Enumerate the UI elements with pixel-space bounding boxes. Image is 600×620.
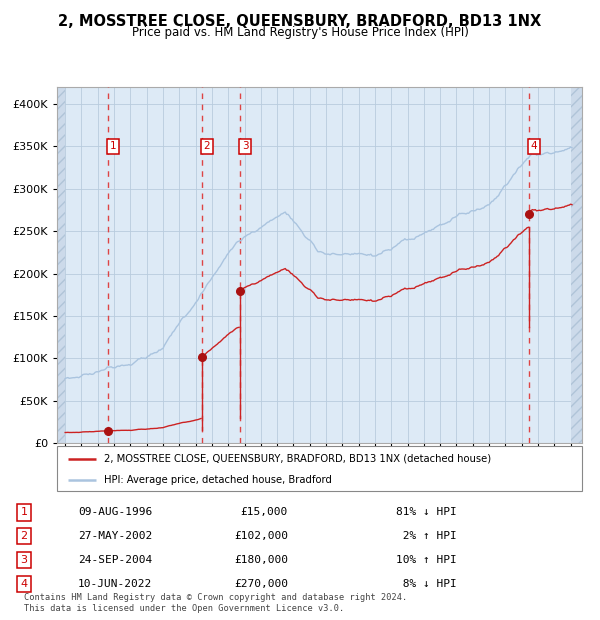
Text: 3: 3 xyxy=(20,555,28,565)
Text: 10% ↑ HPI: 10% ↑ HPI xyxy=(396,555,457,565)
Text: 2: 2 xyxy=(20,531,28,541)
Text: £270,000: £270,000 xyxy=(234,579,288,589)
Text: 2: 2 xyxy=(204,141,211,151)
Text: 09-AUG-1996: 09-AUG-1996 xyxy=(78,507,152,517)
Bar xyxy=(571,87,582,443)
Text: 3: 3 xyxy=(242,141,248,151)
Text: 4: 4 xyxy=(20,579,28,589)
Text: £102,000: £102,000 xyxy=(234,531,288,541)
Text: 4: 4 xyxy=(530,141,537,151)
Text: Contains HM Land Registry data © Crown copyright and database right 2024.
This d: Contains HM Land Registry data © Crown c… xyxy=(24,593,407,613)
Text: 2, MOSSTREE CLOSE, QUEENSBURY, BRADFORD, BD13 1NX (detached house): 2, MOSSTREE CLOSE, QUEENSBURY, BRADFORD,… xyxy=(104,454,491,464)
Text: HPI: Average price, detached house, Bradford: HPI: Average price, detached house, Brad… xyxy=(104,475,332,485)
Text: £15,000: £15,000 xyxy=(241,507,288,517)
Text: 24-SEP-2004: 24-SEP-2004 xyxy=(78,555,152,565)
Text: 1: 1 xyxy=(20,507,28,517)
Text: 8% ↓ HPI: 8% ↓ HPI xyxy=(396,579,457,589)
Text: Price paid vs. HM Land Registry's House Price Index (HPI): Price paid vs. HM Land Registry's House … xyxy=(131,26,469,39)
Text: 1: 1 xyxy=(109,141,116,151)
Text: 2, MOSSTREE CLOSE, QUEENSBURY, BRADFORD, BD13 1NX: 2, MOSSTREE CLOSE, QUEENSBURY, BRADFORD,… xyxy=(58,14,542,29)
Text: 10-JUN-2022: 10-JUN-2022 xyxy=(78,579,152,589)
Text: 2% ↑ HPI: 2% ↑ HPI xyxy=(396,531,457,541)
Text: £180,000: £180,000 xyxy=(234,555,288,565)
Bar xyxy=(57,87,65,443)
Text: 27-MAY-2002: 27-MAY-2002 xyxy=(78,531,152,541)
Text: 81% ↓ HPI: 81% ↓ HPI xyxy=(396,507,457,517)
FancyBboxPatch shape xyxy=(57,446,582,491)
